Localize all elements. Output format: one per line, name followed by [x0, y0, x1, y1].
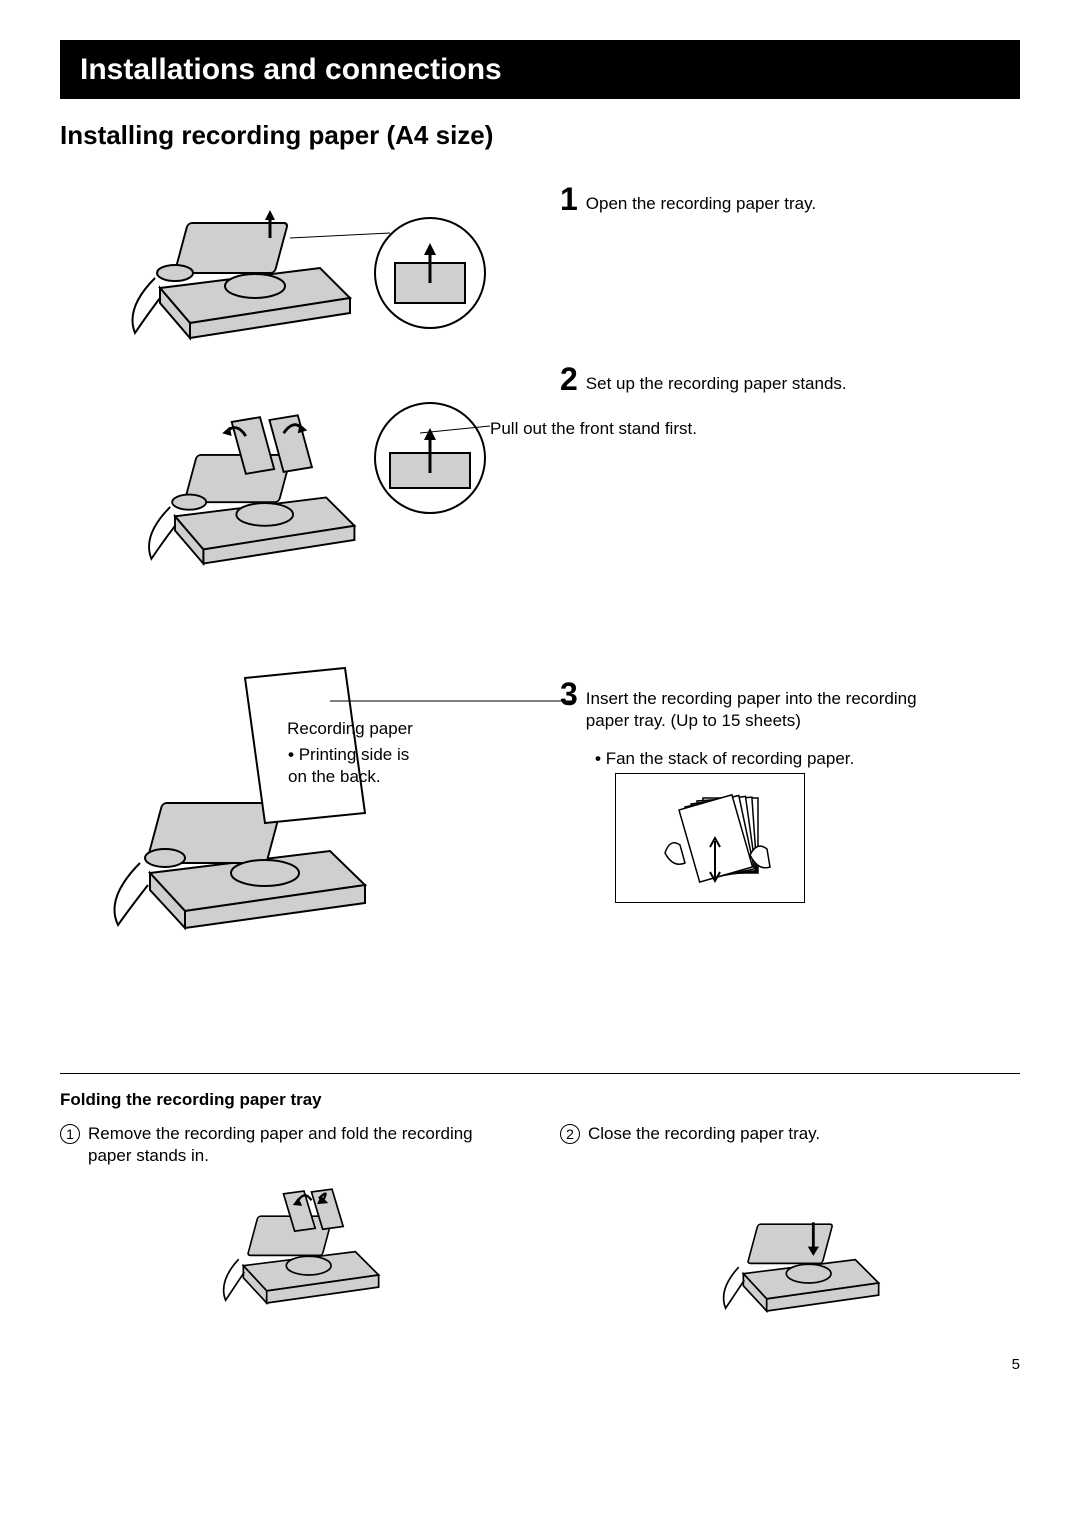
- circled-number: 1: [60, 1124, 80, 1144]
- page-number: 5: [60, 1355, 1020, 1375]
- step-text: Open the recording paper tray.: [586, 183, 816, 215]
- step-text: Set up the recording paper stands.: [586, 363, 847, 395]
- callout-note: Printing side is on the back.: [270, 744, 430, 788]
- step-number: 3: [560, 678, 578, 710]
- section-title: Installing recording paper (A4 size): [60, 119, 1020, 153]
- folding-title: Folding the recording paper tray: [60, 1089, 1020, 1111]
- chapter-title-bar: Installations and connections: [60, 40, 1020, 99]
- step2-note: Pull out the front stand first.: [490, 418, 697, 440]
- fan-paper-illustration: [615, 773, 805, 903]
- step-1: 1 Open the recording paper tray.: [560, 183, 816, 215]
- step-number: 1: [560, 183, 578, 215]
- folding-item-2: 2 Close the recording paper tray.: [560, 1123, 1020, 1325]
- fax-illustration-step2: [120, 398, 400, 578]
- step3-bullet: Fan the stack of recording paper.: [595, 748, 854, 770]
- chapter-title: Installations and connections: [80, 53, 502, 86]
- circled-number: 2: [560, 1124, 580, 1144]
- section-divider: [60, 1073, 1020, 1074]
- leader-line-1: [290, 208, 400, 264]
- folding-item-1: 1 Remove the recording paper and fold th…: [60, 1123, 520, 1325]
- folding-text: Close the recording paper tray.: [588, 1124, 820, 1143]
- step-3: 3 Insert the recording paper into the re…: [560, 678, 940, 732]
- step-number: 2: [560, 363, 578, 395]
- callout-label: Recording paper: [270, 718, 430, 740]
- step-2: 2 Set up the recording paper stands.: [560, 363, 847, 395]
- leader-line-3: [330, 691, 580, 717]
- detail-circle-step2: [370, 398, 490, 524]
- step-text: Insert the recording paper into the reco…: [586, 678, 940, 732]
- folding-text: Remove the recording paper and fold the …: [88, 1124, 473, 1165]
- recording-paper-callout: Recording paper Printing side is on the …: [270, 718, 430, 788]
- fax-illustration-fold2: [588, 1185, 1020, 1325]
- leader-line-2: [420, 423, 495, 449]
- fax-illustration-fold1: [88, 1177, 520, 1317]
- folding-row: 1 Remove the recording paper and fold th…: [60, 1123, 1020, 1325]
- steps-area: 1 Open the recording paper tray.: [60, 173, 1020, 1053]
